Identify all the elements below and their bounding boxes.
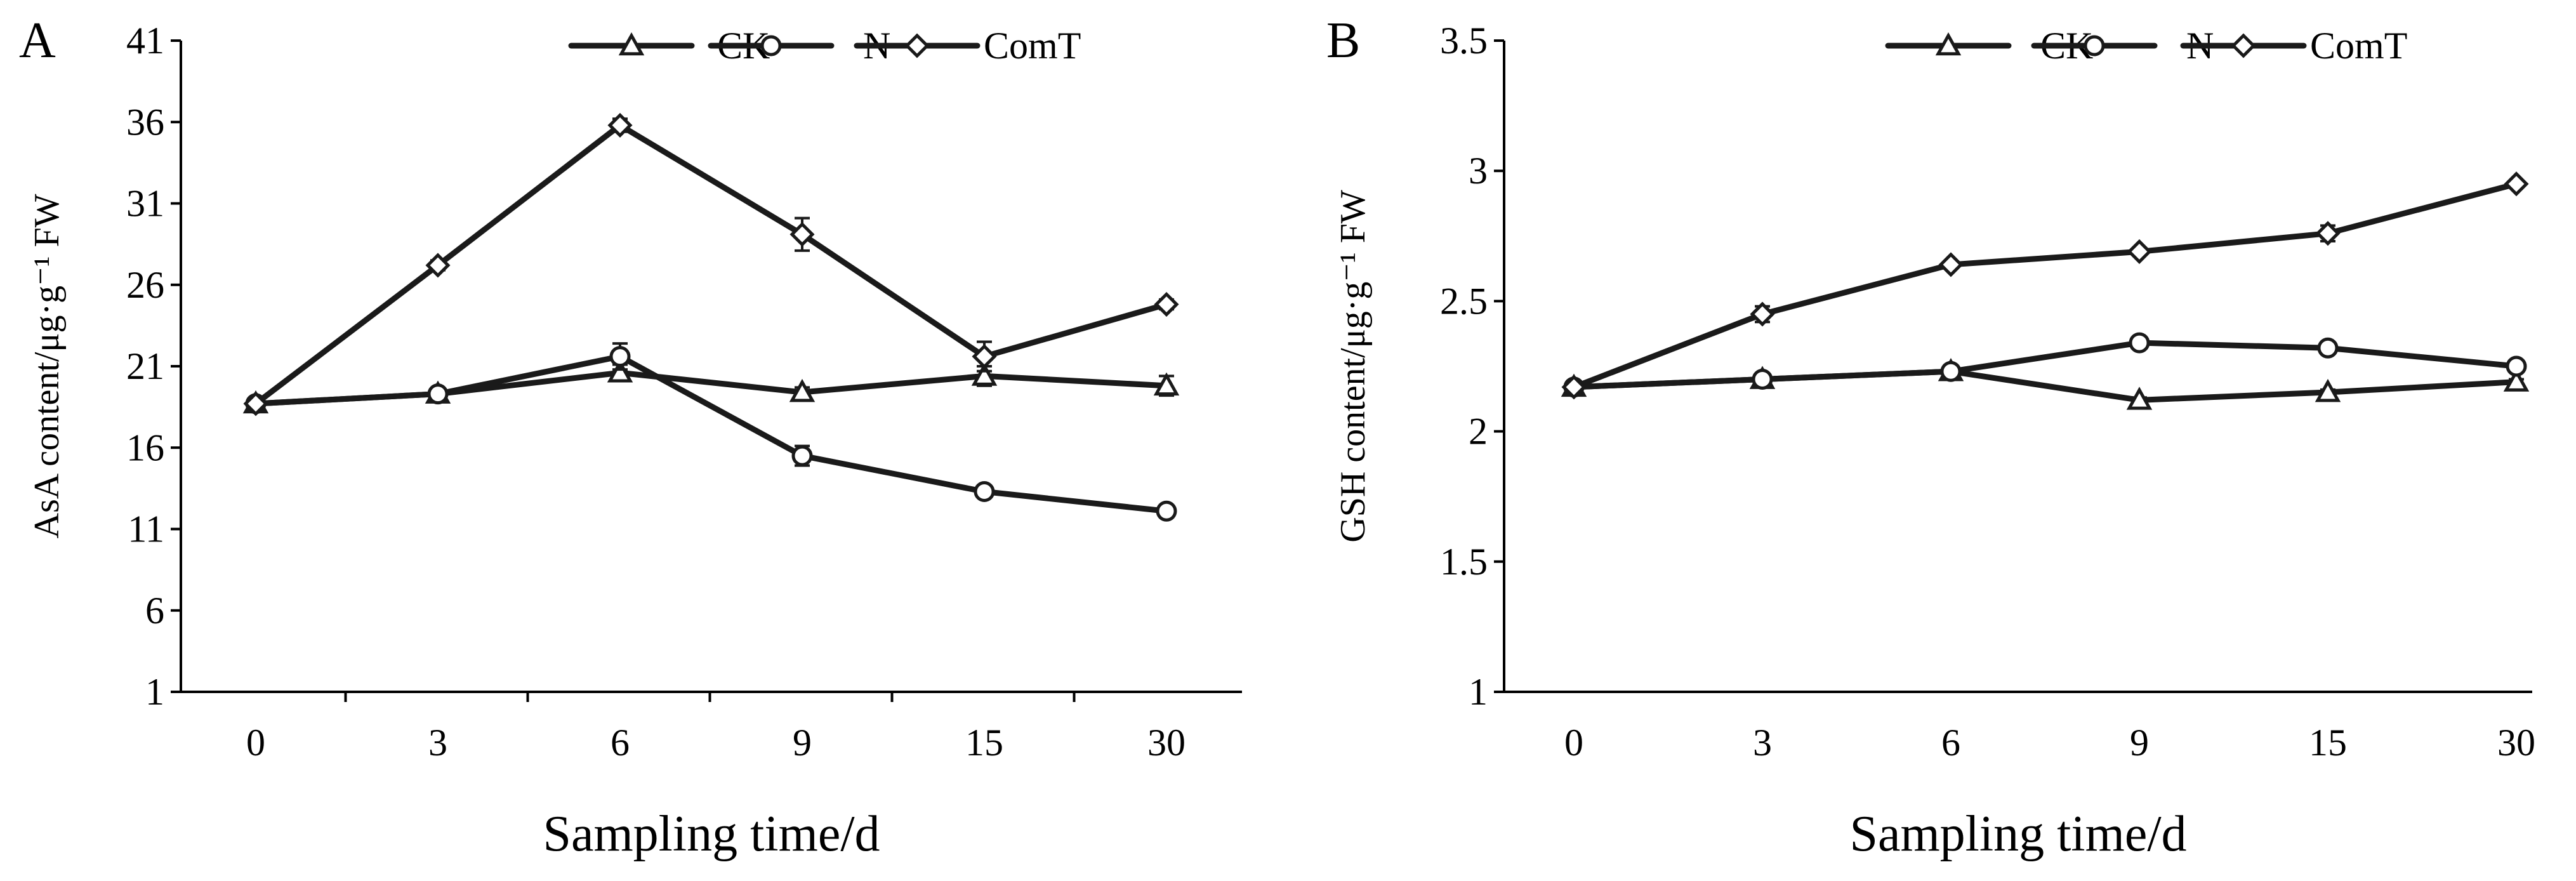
data-point [789, 222, 815, 247]
y-tick-label: 1 [145, 671, 164, 713]
y-tick-label: 1.5 [1440, 541, 1488, 583]
x-tick-label: 0 [1564, 722, 1583, 764]
legend-marker [2084, 35, 2105, 56]
data-point [2504, 171, 2529, 197]
data-point [1940, 361, 1962, 382]
series-line [253, 354, 1170, 514]
data-point [425, 253, 451, 278]
legend-entry-n: N [708, 25, 890, 67]
x-tick-label: 0 [246, 722, 265, 764]
data-point [1156, 500, 1177, 522]
y-tick-label: 26 [126, 264, 164, 306]
data-point [791, 445, 813, 467]
x-tick-label: 15 [2309, 722, 2347, 764]
legend-marker [618, 32, 645, 56]
data-point [2315, 221, 2341, 246]
y-tick-label: 41 [126, 20, 164, 62]
data-point [2126, 387, 2153, 410]
series-comt [243, 112, 1179, 416]
panel-b: 1 1.5 2 2.5 3 3.5 0 3 6 9 15 30 Sampling time/d GSH c… [1326, 13, 2535, 862]
y-tick-label: 31 [126, 183, 164, 225]
y-tick-label: 1 [1469, 671, 1488, 713]
y-tick-label: 11 [128, 508, 164, 550]
data-point [1153, 372, 1180, 396]
data-point [609, 346, 631, 368]
x-tick-label: 6 [611, 722, 630, 764]
legend-entry-comt: ComT [854, 25, 1081, 67]
x-tick-label: 30 [1147, 722, 1186, 764]
data-point [2317, 337, 2339, 359]
x-axis-title: Sampling time/d [1849, 806, 2186, 862]
y-tick-label: 16 [126, 427, 164, 468]
data-point [427, 383, 449, 405]
y-tick-label: 21 [126, 345, 164, 387]
x-tick-label: 3 [428, 722, 447, 764]
y-tick-label: 2 [1469, 411, 1488, 453]
series-n [245, 342, 1177, 522]
series-line [1571, 368, 2520, 403]
legend-marker [1935, 32, 1962, 56]
x-tick-label: 30 [2497, 722, 2535, 764]
y-tick-label: 2.5 [1440, 280, 1488, 322]
data-point [2503, 368, 2530, 392]
x-tick-label: 6 [1941, 722, 1960, 764]
legend-marker [904, 33, 930, 58]
series-line [253, 122, 1170, 407]
data-point [2129, 332, 2150, 354]
legend-label: ComT [984, 25, 1081, 67]
data-point [972, 344, 997, 369]
data-point [243, 391, 268, 416]
legend-label: ComT [2310, 25, 2407, 67]
legend-marker [2231, 33, 2256, 58]
y-tick-label: 6 [145, 590, 164, 632]
panel-label: A [19, 13, 56, 69]
data-point [971, 362, 998, 386]
legend-marker [760, 35, 782, 56]
data-point [1750, 301, 1775, 327]
x-axis-title: Sampling time/d [543, 806, 880, 862]
y-tick-label: 3 [1469, 150, 1488, 192]
data-point [974, 481, 995, 503]
data-point [2506, 355, 2527, 377]
series-line [1571, 340, 2520, 390]
data-point [789, 378, 816, 402]
x-tick-label: 9 [2130, 722, 2149, 764]
legend-entry-comt: ComT [2180, 25, 2407, 67]
data-point [607, 112, 633, 138]
data-point [1561, 374, 1587, 400]
data-point [1938, 252, 1964, 277]
x-tick-label: 15 [965, 722, 1003, 764]
panel-label: B [1326, 13, 1360, 69]
data-point [2315, 378, 2341, 402]
data-point [1154, 291, 1179, 317]
series-line [1571, 181, 2520, 390]
data-point [1752, 369, 1773, 390]
y-axis-title: AsA content/μg·g⁻¹ FW [27, 194, 67, 538]
y-tick-label: 3.5 [1440, 20, 1488, 62]
series-ck [1561, 358, 2530, 410]
series-comt [1561, 171, 2529, 400]
y-tick-label: 36 [126, 101, 164, 143]
data-point [2127, 239, 2152, 264]
data-point [607, 359, 633, 383]
y-axis-title: GSH content/μg·g⁻¹ FW [1333, 190, 1373, 543]
x-tick-label: 3 [1753, 722, 1772, 764]
x-tick-label: 9 [793, 722, 812, 764]
